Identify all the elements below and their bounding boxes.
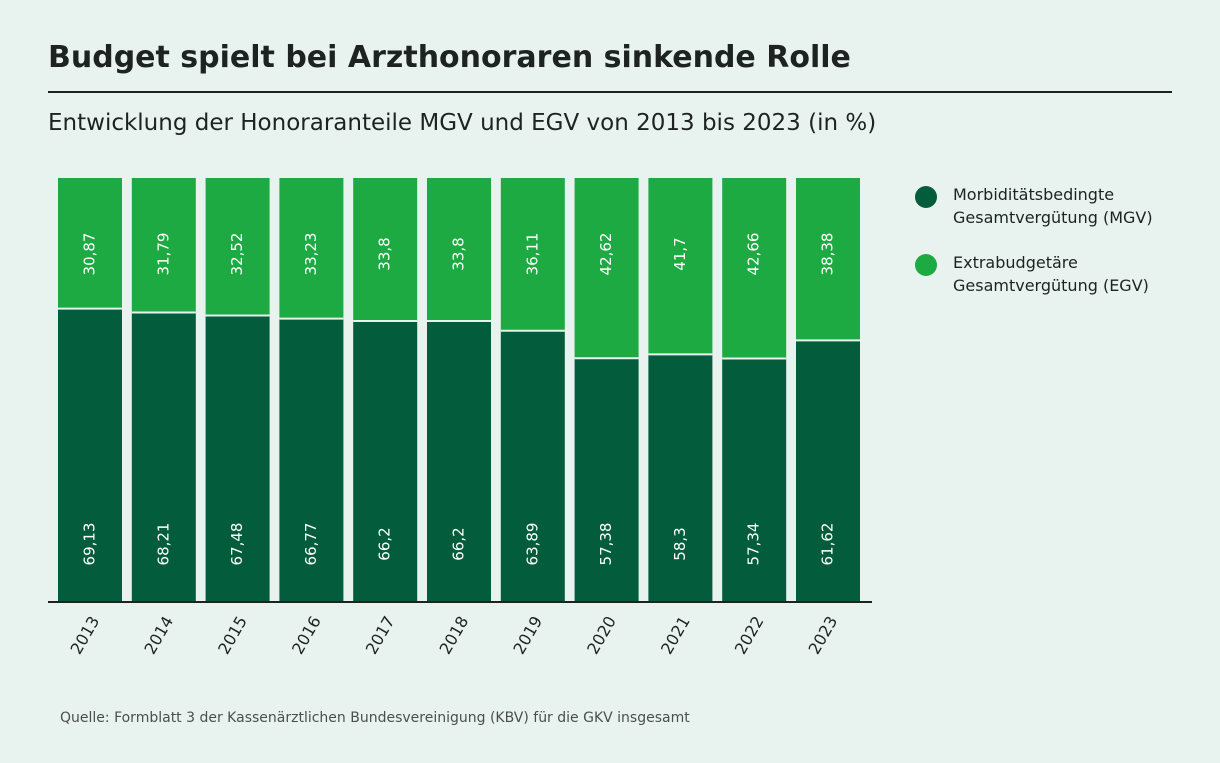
legend-label-mgv: Morbiditätsbedingte Gesamtvergütung (MGV… (953, 185, 1153, 227)
data-label-egv-2018: 33,8 (450, 237, 468, 270)
bar-egv-2019 (500, 178, 565, 331)
bar-mgv-2022 (722, 358, 787, 601)
x-tick-label-2015: 2015 (214, 613, 251, 658)
bar-egv-2018 (427, 178, 491, 321)
bar-mgv-2017 (353, 320, 418, 601)
bar-mgv-2014 (131, 312, 196, 601)
bar-egv-2023 (796, 178, 860, 341)
chart-title: Budget spielt bei Arzthonoraren sinkende… (48, 40, 851, 75)
x-tick-label-2022: 2022 (731, 613, 768, 658)
data-label-mgv-2020: 57,38 (597, 523, 615, 566)
bar-egv-2020 (574, 178, 639, 359)
legend-label-egv: Extrabudgetäre Gesamtvergütung (EGV) (953, 253, 1149, 295)
bar-mgv-2023 (796, 340, 860, 601)
x-tick-label-2021: 2021 (657, 613, 694, 658)
bar-egv-2016 (279, 178, 344, 319)
x-tick-label-2020: 2020 (583, 613, 620, 658)
x-tick-label-2018: 2018 (436, 613, 473, 658)
data-label-egv-2022: 42,66 (745, 233, 763, 276)
x-tick-label-2017: 2017 (362, 613, 399, 658)
data-label-mgv-2022: 57,34 (745, 523, 763, 566)
data-label-mgv-2015: 67,48 (228, 523, 246, 566)
legend-item-egv: Extrabudgetäre Gesamtvergütung (EGV) (915, 251, 1203, 297)
bar-egv-2015 (205, 178, 270, 316)
x-tick-label-2023: 2023 (805, 613, 842, 658)
data-label-egv-2019: 36,11 (523, 233, 541, 276)
legend-item-mgv: Morbiditätsbedingte Gesamtvergütung (MGV… (915, 183, 1203, 229)
bar-egv-2014 (131, 178, 196, 313)
data-label-mgv-2014: 68,21 (154, 523, 172, 566)
data-label-egv-2014: 31,79 (154, 233, 172, 276)
x-tick-label-2019: 2019 (509, 613, 546, 658)
data-label-egv-2013: 30,87 (81, 233, 99, 276)
title-divider (48, 91, 1172, 93)
bar-mgv-2021 (648, 354, 713, 601)
data-label-mgv-2016: 66,77 (302, 523, 320, 566)
bar-mgv-2016 (279, 318, 344, 601)
legend-swatch-egv (915, 254, 937, 276)
source-note: Quelle: Formblatt 3 der Kassenärztlichen… (60, 710, 690, 726)
legend: Morbiditätsbedingte Gesamtvergütung (MGV… (915, 183, 1203, 319)
data-label-egv-2021: 41,7 (671, 237, 689, 270)
data-label-mgv-2018: 66,2 (450, 527, 468, 560)
data-label-egv-2017: 33,8 (376, 237, 394, 270)
bar-egv-2013 (58, 178, 122, 309)
data-label-mgv-2021: 58,3 (671, 527, 689, 560)
bar-mgv-2015 (205, 315, 270, 601)
x-tick-label-2013: 2013 (67, 613, 104, 658)
data-label-egv-2023: 38,38 (819, 233, 837, 276)
bar-egv-2017 (353, 178, 418, 321)
bar-mgv-2013 (58, 308, 122, 601)
x-tick-label-2016: 2016 (288, 613, 325, 658)
bar-egv-2021 (648, 178, 713, 355)
data-label-mgv-2013: 69,13 (81, 523, 99, 566)
data-label-egv-2020: 42,62 (597, 233, 615, 276)
bar-mgv-2020 (574, 358, 639, 601)
legend-swatch-mgv (915, 186, 937, 208)
data-label-egv-2016: 33,23 (302, 233, 320, 276)
data-label-mgv-2017: 66,2 (376, 527, 394, 560)
chart-subtitle: Entwicklung der Honoraranteile MGV und E… (48, 110, 877, 136)
data-label-egv-2015: 32,52 (228, 233, 246, 276)
bar-mgv-2019 (500, 330, 565, 601)
data-label-mgv-2019: 63,89 (523, 523, 541, 566)
x-tick-label-2014: 2014 (140, 613, 177, 658)
data-label-mgv-2023: 61,62 (819, 523, 837, 566)
bar-mgv-2018 (427, 320, 491, 601)
bar-egv-2022 (722, 178, 787, 359)
